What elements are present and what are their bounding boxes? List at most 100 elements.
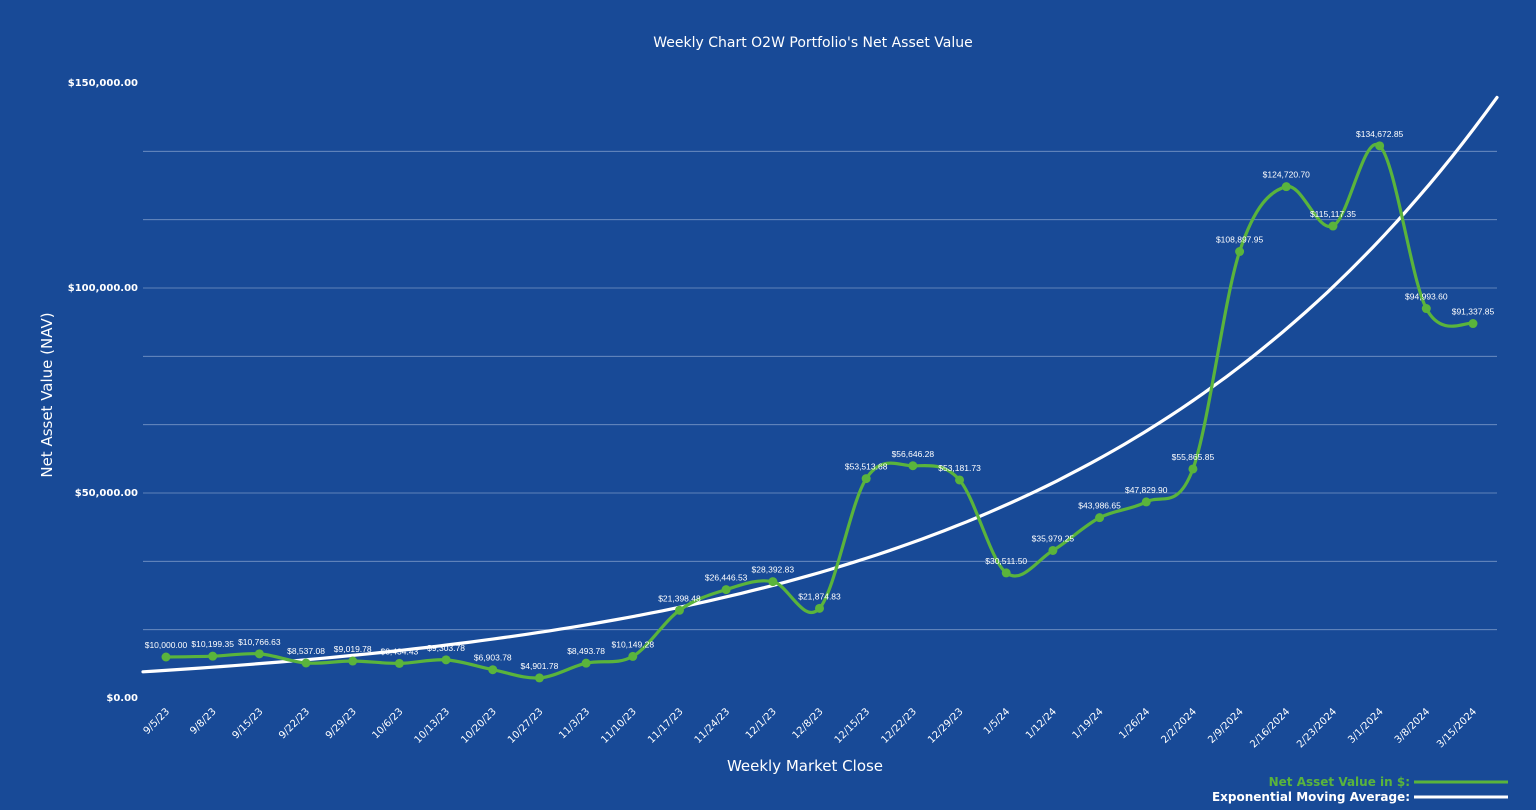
nav-point-20 (1095, 513, 1105, 523)
legend: Net Asset Value in $: Exponential Moving… (1212, 775, 1508, 804)
nav-point-12 (721, 585, 731, 595)
nav-point-13 (768, 577, 778, 587)
nav-point-8 (534, 673, 544, 683)
nav-point-24 (1281, 182, 1291, 192)
x-tick-labels: 9/5/23 9/8/23 9/15/23 9/22/23 9/29/23 10/6/23… (142, 706, 1480, 750)
data-labels: $10,000.00 $10,199.35 $10,766.63 $8,537.08 $… (145, 129, 1495, 671)
nav-point-28 (1468, 319, 1478, 329)
x-tick-label-2: 9/15/23 (230, 706, 265, 741)
x-tick-label-16: 12/22/23 (879, 706, 919, 746)
nav-point-11 (674, 605, 684, 615)
x-tick-label-10: 11/10/23 (599, 706, 639, 746)
nav-point-21 (1141, 497, 1151, 507)
data-label-10: $10,149.28 (612, 639, 655, 649)
nav-point-16 (908, 461, 918, 471)
data-label-2: $10,766.63 (238, 637, 281, 647)
x-tick-label-11: 11/17/23 (646, 706, 686, 746)
y-tick-labels: $0.00 $50,000.00 $100,000.00 $150,000.00 (68, 78, 138, 704)
x-tick-label-19: 1/12/24 (1024, 706, 1059, 741)
data-label-28: $91,337.85 (1452, 307, 1495, 317)
x-tick-label-9: 11/3/23 (557, 706, 592, 741)
x-tick-label-1: 9/8/23 (188, 706, 219, 737)
chart-title: Weekly Chart O2W Portfolio's Net Asset V… (653, 35, 973, 51)
data-label-19: $35,979.25 (1032, 533, 1075, 543)
x-tick-label-23: 2/9/2024 (1206, 706, 1246, 746)
nav-point-22 (1188, 464, 1198, 474)
data-label-0: $10,000.00 (145, 640, 188, 650)
x-tick-label-26: 3/1/2024 (1346, 706, 1386, 746)
x-tick-label-27: 3/8/2024 (1393, 706, 1433, 746)
data-label-23: $108,897.95 (1216, 235, 1264, 245)
x-tick-label-4: 9/29/23 (324, 706, 359, 741)
nav-point-17 (955, 475, 965, 485)
ema-line (141, 95, 1499, 674)
x-tick-label-13: 12/1/23 (744, 706, 779, 741)
data-label-6: $9,303.78 (427, 643, 465, 653)
data-label-15: $53,513.68 (845, 462, 888, 472)
x-tick-label-21: 1/26/24 (1117, 706, 1152, 741)
y-axis-label: Net Asset Value (NAV) (38, 312, 56, 477)
data-label-13: $28,392.83 (752, 565, 795, 575)
nav-point-23 (1235, 247, 1245, 257)
data-label-24: $124,720.70 (1263, 170, 1311, 180)
nav-point-10 (628, 651, 638, 661)
y-tick-label-0: $0.00 (106, 693, 138, 704)
legend-nav-label: Net Asset Value in $: (1269, 775, 1410, 789)
x-tick-label-25: 2/23/2024 (1295, 706, 1339, 750)
y-tick-label-3: $150,000.00 (68, 78, 138, 89)
x-tick-label-17: 12/29/23 (926, 706, 966, 746)
x-tick-label-3: 9/22/23 (277, 706, 312, 741)
data-label-25: $115,117.35 (1310, 209, 1356, 219)
data-label-4: $9,019.78 (334, 644, 372, 654)
data-label-21: $47,829.90 (1125, 485, 1168, 495)
data-label-20: $43,986.65 (1078, 501, 1121, 511)
nav-point-5 (394, 658, 404, 668)
nav-point-19 (1048, 545, 1058, 555)
nav-point-3 (301, 658, 311, 668)
data-label-5: $8,434.43 (380, 646, 418, 656)
nav-point-6 (441, 655, 451, 665)
nav-point-26 (1375, 141, 1385, 151)
data-label-9: $8,493.78 (567, 646, 605, 656)
x-tick-label-20: 1/19/24 (1071, 706, 1106, 741)
x-tick-label-0: 9/5/23 (142, 706, 173, 737)
data-label-26: $134,672.85 (1356, 129, 1404, 139)
nav-point-27 (1421, 304, 1431, 314)
legend-ema-label: Exponential Moving Average: (1212, 790, 1410, 804)
nav-point-9 (581, 658, 591, 668)
y-tick-label-2: $100,000.00 (68, 283, 138, 294)
x-tick-label-12: 11/24/23 (693, 706, 733, 746)
gridlines (143, 150, 1497, 631)
data-label-18: $30,511.50 (985, 556, 1027, 566)
x-tick-label-6: 10/13/23 (413, 706, 453, 746)
x-axis-label: Weekly Market Close (727, 757, 883, 775)
x-tick-label-15: 12/15/23 (833, 706, 873, 746)
data-label-22: $55,865.85 (1172, 452, 1215, 462)
y-tick-label-1: $50,000.00 (75, 488, 138, 499)
x-tick-label-28: 3/15/2024 (1435, 706, 1479, 750)
x-tick-label-5: 10/6/23 (370, 706, 405, 741)
x-tick-label-22: 2/2/2024 (1160, 706, 1200, 746)
nav-point-18 (1001, 568, 1011, 578)
data-label-3: $8,537.08 (287, 646, 325, 656)
data-label-16: $56,646.28 (892, 449, 935, 459)
nav-point-0 (161, 652, 171, 662)
x-tick-label-24: 2/16/2024 (1248, 706, 1292, 750)
nav-point-7 (488, 665, 498, 675)
data-label-7: $6,903.78 (474, 653, 512, 663)
nav-series (161, 141, 1478, 683)
x-tick-label-8: 10/27/23 (506, 706, 546, 746)
nav-point-2 (254, 649, 264, 659)
x-tick-label-14: 12/8/23 (791, 706, 826, 741)
nav-point-25 (1328, 221, 1338, 231)
nav-point-1 (208, 651, 218, 661)
x-tick-label-18: 1/5/24 (982, 706, 1013, 737)
data-label-12: $26,446.53 (705, 573, 748, 583)
data-label-17: $53,181.73 (938, 463, 981, 473)
data-label-1: $10,199.35 (191, 639, 234, 649)
data-label-8: $4,901.78 (521, 661, 559, 671)
data-label-27: $94,993.60 (1405, 292, 1448, 302)
nav-point-15 (861, 474, 871, 484)
